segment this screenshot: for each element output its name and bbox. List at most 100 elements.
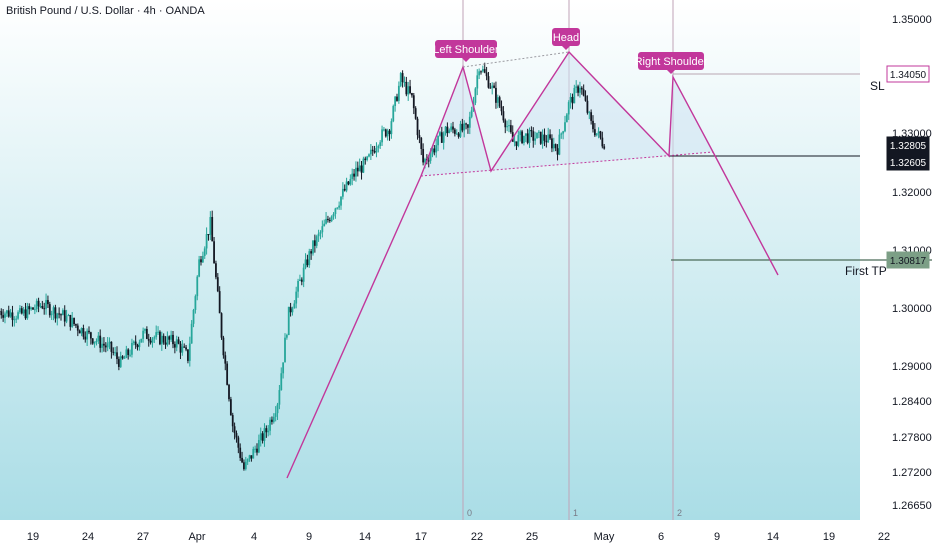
candle-body: [366, 157, 368, 160]
candle-body: [545, 141, 547, 143]
candle-body: [47, 300, 49, 304]
vertical-line-label: 0: [467, 508, 472, 518]
candle-body: [195, 296, 197, 310]
candle-body: [94, 342, 96, 344]
candle-body: [165, 343, 167, 345]
candle-body: [465, 123, 467, 124]
vertical-line-label: 1: [573, 508, 578, 518]
candle-body: [566, 114, 568, 122]
candle-body: [415, 108, 417, 119]
candle-body: [28, 306, 30, 309]
candle-body: [107, 343, 109, 347]
candle-body: [495, 88, 497, 103]
candle-body: [346, 182, 348, 191]
candle-body: [443, 133, 445, 142]
candle-body: [265, 428, 267, 432]
candle-body: [577, 86, 579, 92]
candle-body: [508, 125, 510, 126]
candle-body: [478, 71, 480, 75]
candle-body: [183, 347, 185, 348]
candle-body: [140, 339, 142, 343]
candle-body: [282, 362, 284, 373]
candle-body: [385, 129, 387, 136]
candle-body: [538, 132, 540, 133]
candle-body: [420, 138, 422, 149]
candle-body: [335, 208, 337, 214]
candle-body: [321, 226, 323, 232]
candle-body: [13, 319, 15, 320]
candle-body: [150, 341, 152, 343]
candle-body: [41, 306, 43, 308]
candle-body: [491, 86, 493, 88]
candle-body: [116, 352, 118, 359]
candle-body: [131, 343, 133, 355]
candle-body: [30, 308, 32, 310]
candle-body: [534, 138, 536, 140]
candle-body: [280, 373, 282, 390]
price-badge-text: 1.34050: [890, 70, 927, 81]
candle-body: [196, 277, 198, 297]
candle-body: [361, 165, 363, 172]
candle-body: [84, 337, 86, 340]
candle-body: [236, 433, 238, 437]
candle-body: [419, 135, 421, 138]
candle-body: [521, 131, 523, 143]
candle-body: [17, 312, 19, 318]
candle-body: [213, 241, 215, 263]
candle-body: [601, 138, 603, 147]
candle-body: [407, 86, 409, 94]
x-tick-label: May: [594, 531, 615, 543]
candle-body: [318, 234, 320, 237]
candle-body: [264, 428, 266, 441]
candle-body: [404, 82, 406, 83]
candle-body: [501, 106, 503, 111]
candle-body: [234, 426, 236, 433]
candle-body: [163, 336, 165, 343]
candle-body: [323, 224, 325, 226]
candle-body: [279, 390, 281, 405]
candle-body: [560, 133, 562, 134]
candle-body: [531, 130, 533, 131]
candle-body: [53, 307, 55, 313]
y-tick-label: 1.27200: [892, 467, 932, 479]
candle-body: [301, 280, 303, 282]
candle-body: [484, 69, 486, 72]
vertical-line-label: 2: [677, 508, 682, 518]
candle-body: [331, 216, 333, 221]
candle-body: [292, 308, 294, 312]
candle-body: [38, 301, 40, 307]
candle-body: [112, 352, 114, 353]
candle-body: [437, 136, 439, 145]
candle-body: [239, 448, 241, 458]
candle-body: [359, 165, 361, 171]
candle-body: [506, 126, 508, 127]
candle-body: [482, 69, 484, 71]
candle-body: [377, 146, 379, 148]
candle-body: [60, 314, 62, 315]
sl-label: SL: [870, 79, 885, 93]
candle-body: [547, 134, 549, 142]
candle-body: [398, 86, 400, 101]
candle-body: [168, 336, 170, 339]
candle-body: [97, 336, 99, 341]
candle-body: [2, 315, 4, 318]
candle-body: [568, 102, 570, 114]
candle-body: [303, 268, 305, 282]
candle-body: [368, 154, 370, 156]
candle-body: [127, 349, 129, 355]
candle-body: [467, 124, 469, 127]
candle-body: [471, 110, 473, 116]
candle-body: [185, 347, 187, 349]
candle-body: [430, 154, 432, 161]
candle-body: [200, 259, 202, 262]
candle-body: [379, 142, 381, 146]
first-tp-label: First TP: [845, 264, 887, 278]
candle-body: [8, 310, 10, 316]
candle-body: [450, 126, 452, 130]
x-tick-label: 9: [306, 531, 312, 543]
candle-body: [320, 232, 322, 233]
candle-body: [411, 93, 413, 95]
candle-body: [258, 440, 260, 452]
